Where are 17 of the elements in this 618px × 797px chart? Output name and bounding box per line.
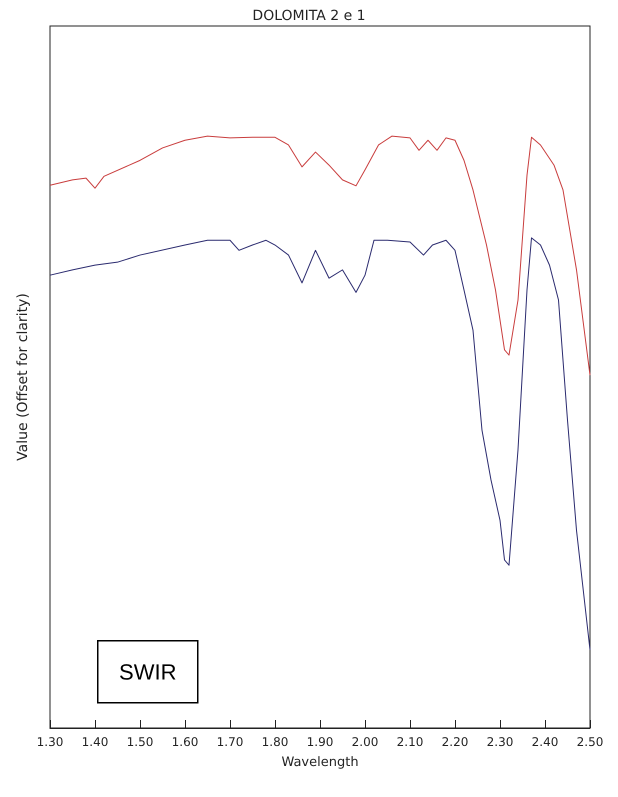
x-tick-label: 2.20 bbox=[442, 735, 468, 749]
x-tick-label: 1.40 bbox=[82, 735, 108, 749]
x-tick-label: 2.10 bbox=[396, 735, 424, 749]
chart-title: DOLOMITA 2 e 1 bbox=[252, 8, 366, 24]
x-tick-label: 1.80 bbox=[262, 735, 288, 749]
x-tick-label: 1.30 bbox=[36, 735, 64, 749]
annotation: SWIR bbox=[119, 659, 176, 684]
x-tick-label: 1.60 bbox=[172, 735, 198, 749]
x-tick-label: 2.30 bbox=[486, 735, 514, 749]
x-tick-label: 1.50 bbox=[126, 735, 154, 749]
x-tick-label: 2.40 bbox=[532, 735, 558, 749]
x-tick-label: 1.90 bbox=[306, 735, 334, 749]
x-tick-label: 1.70 bbox=[216, 735, 244, 749]
x-axis-title: Wavelength bbox=[281, 755, 359, 770]
x-tick-label: 2.00 bbox=[352, 735, 378, 749]
y-axis-title: Value (Offset for clarity) bbox=[15, 293, 31, 461]
x-tick-label: 2.50 bbox=[576, 735, 604, 749]
